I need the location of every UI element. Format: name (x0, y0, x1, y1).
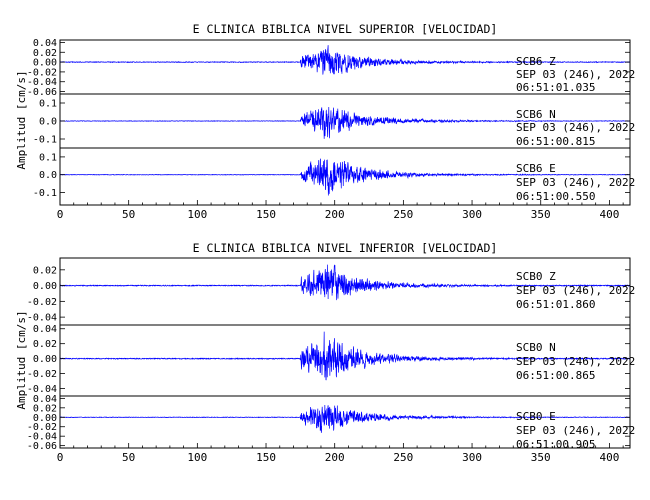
y-tick-label: -0.06 (27, 87, 57, 98)
upper-x-tick-label: 0 (57, 208, 64, 221)
upper-figure: E CLINICA BIBLICA NIVEL SUPERIOR [VELOCI… (15, 22, 631, 221)
y-tick-label: 0.04 (33, 324, 57, 335)
channel-panel-scb6-n: -0.1 0.0 0.1 SCB6 N SEP 03 (246), 2022 06:… (33, 99, 635, 149)
upper-title: E CLINICA BIBLICA NIVEL SUPERIOR [VELOCI… (193, 22, 498, 36)
waveform-trace (59, 45, 631, 75)
y-tick-label: -0.1 (33, 135, 57, 146)
upper-frame (59, 39, 631, 206)
lower-y-axis-label: Amplitud [cm/s] (15, 310, 28, 409)
upper-x-tick-labels: 0 50 100 150 200 250 300 350 400 (57, 208, 620, 221)
waveform-trace (59, 331, 631, 381)
y-tick-label: 0.02 (33, 265, 57, 276)
upper-x-tick-label: 100 (187, 208, 207, 221)
y-axis-ticks: -0.06-0.04-0.020.000.020.04 (27, 394, 630, 452)
y-axis-ticks: -0.06-0.04-0.020.000.020.04 (27, 38, 630, 98)
y-tick-label: 0.00 (33, 413, 57, 424)
y-tick-label: -0.04 (27, 77, 57, 88)
event-time: 06:51:01.035 (516, 81, 595, 94)
event-time: 06:51:01.860 (516, 298, 595, 311)
channel-label: SCB0 E (516, 410, 556, 423)
y-tick-label: -0.04 (27, 432, 57, 443)
y-tick-label: 0.02 (33, 403, 57, 414)
upper-x-ticks (59, 200, 624, 205)
y-axis-ticks: -0.1 0.0 0.1 (33, 152, 630, 199)
channel-panel-scb0-n: -0.04 -0.02 0.00 0.02 0.04 SCB0 N SEP 03 (24… (27, 324, 635, 395)
lower-x-tick-label: 350 (531, 451, 551, 464)
channel-label: SCB0 Z (516, 270, 556, 283)
y-tick-label: 0.02 (33, 48, 57, 59)
lower-x-tick-label: 300 (462, 451, 482, 464)
upper-x-tick-label: 400 (599, 208, 619, 221)
lower-title: E CLINICA BIBLICA NIVEL INFERIOR [VELOCI… (193, 241, 498, 255)
lower-x-tick-label: 0 (57, 451, 64, 464)
lower-x-tick-label: 400 (599, 451, 619, 464)
event-date: SEP 03 (246), 2022 (516, 176, 635, 189)
event-date: SEP 03 (246), 2022 (516, 355, 635, 368)
y-tick-label: -0.04 (27, 313, 57, 324)
lower-x-tick-label: 250 (393, 451, 413, 464)
waveform-trace (59, 404, 631, 433)
y-tick-label: -0.02 (27, 297, 57, 308)
lower-x-tick-label: 50 (122, 451, 135, 464)
event-time: 06:51:00.905 (516, 438, 595, 451)
y-tick-label: -0.02 (27, 422, 57, 433)
event-date: SEP 03 (246), 2022 (516, 424, 635, 437)
channel-label: SCB6 Z (516, 55, 556, 68)
y-tick-label: -0.1 (33, 188, 57, 199)
channel-panel-scb6-e: -0.1 0.0 0.1 SCB6 E SEP 03 (246), 2022 06:… (33, 152, 635, 203)
y-tick-label: 0.0 (39, 170, 57, 181)
lower-figure: E CLINICA BIBLICA NIVEL INFERIOR [VELOCI… (15, 241, 631, 464)
waveform-trace (59, 264, 631, 301)
channel-label: SCB6 N (516, 108, 556, 121)
lower-x-tick-labels: 0 50 100 150 200 250 300 350 400 (57, 451, 620, 464)
channel-panel-scb0-e: -0.06-0.04-0.020.000.020.04 SCB0 E SEP 0… (27, 394, 635, 452)
event-date: SEP 03 (246), 2022 (516, 68, 635, 81)
upper-x-tick-label: 50 (122, 208, 135, 221)
upper-y-axis-label: Amplitud [cm/s] (15, 70, 28, 169)
upper-x-tick-label: 150 (256, 208, 276, 221)
lower-x-ticks (59, 443, 624, 448)
y-tick-label: -0.02 (27, 369, 57, 380)
event-date: SEP 03 (246), 2022 (516, 121, 635, 134)
y-tick-label: 0.1 (39, 152, 57, 163)
event-time: 06:51:00.865 (516, 369, 595, 382)
y-axis-ticks: -0.04 -0.02 0.00 0.02 (27, 265, 630, 324)
lower-frame (59, 257, 631, 449)
lower-x-tick-label: 200 (325, 451, 345, 464)
upper-x-tick-label: 200 (325, 208, 345, 221)
event-date: SEP 03 (246), 2022 (516, 284, 635, 297)
y-tick-label: -0.04 (27, 384, 57, 395)
y-tick-label: 0.02 (33, 339, 57, 350)
y-tick-label: 0.00 (33, 354, 57, 365)
event-time: 06:51:00.550 (516, 190, 595, 203)
channel-label: SCB0 N (516, 341, 556, 354)
waveform-trace (59, 158, 631, 196)
y-tick-label: 0.0 (39, 117, 57, 128)
lower-x-tick-label: 100 (187, 451, 207, 464)
upper-x-tick-label: 250 (393, 208, 413, 221)
upper-x-tick-label: 300 (462, 208, 482, 221)
y-tick-label: -0.02 (27, 67, 57, 78)
y-tick-label: 0.00 (33, 281, 57, 292)
channel-label: SCB6 E (516, 162, 556, 175)
lower-x-tick-label: 150 (256, 451, 276, 464)
y-tick-label: 0.1 (39, 99, 57, 110)
event-time: 06:51:00.815 (516, 135, 595, 148)
y-tick-label: 0.04 (33, 38, 57, 49)
waveform-trace (59, 107, 631, 139)
y-tick-label: 0.00 (33, 58, 57, 69)
y-axis-ticks: -0.1 0.0 0.1 (33, 99, 630, 146)
y-axis-ticks: -0.04 -0.02 0.00 0.02 0.04 (27, 324, 630, 395)
y-tick-label: -0.06 (27, 441, 57, 452)
upper-x-tick-label: 350 (531, 208, 551, 221)
channel-panel-scb0-z: -0.04 -0.02 0.00 0.02 SCB0 Z SEP 03 (246), … (27, 264, 635, 324)
y-tick-label: 0.04 (33, 394, 57, 405)
channel-panel-scb6-z: -0.06-0.04-0.020.000.020.04 SCB6 Z SEP 0… (27, 38, 635, 98)
